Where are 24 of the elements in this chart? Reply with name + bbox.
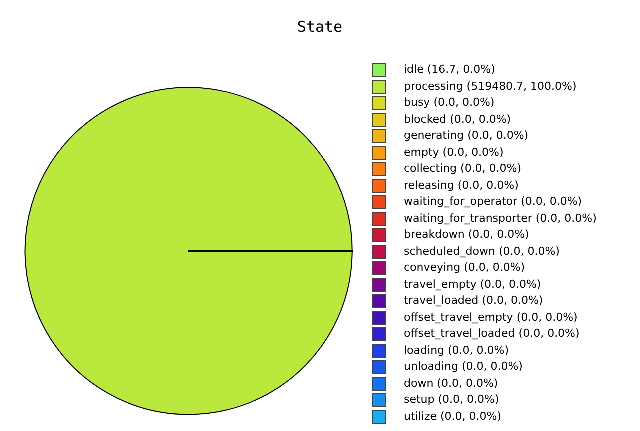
legend-label: breakdown (0.0, 0.0%) [404,227,530,243]
legend-label: scheduled_down (0.0, 0.0%) [404,244,560,260]
legend-label: loading (0.0, 0.0%) [404,342,510,358]
chart-title: State [297,18,343,36]
legend-label: travel_loaded (0.0, 0.0%) [404,293,544,309]
legend-label: travel_empty (0.0, 0.0%) [404,276,542,293]
legend-label: idle (16.7, 0.0%) [404,62,496,78]
legend-label: waiting_for_transporter (0.0, 0.0%) [404,210,597,227]
pie-slice [25,87,353,416]
legend-label: generating (0.0, 0.0%) [404,128,529,144]
legend-label: collecting (0.0, 0.0%) [404,161,522,177]
legend-label: down (0.0, 0.0%) [404,376,498,392]
legend-label: setup (0.0, 0.0%) [404,392,500,408]
legend-label: offset_travel_empty (0.0, 0.0%) [404,310,578,326]
legend-label: busy (0.0, 0.0%) [404,95,495,111]
legend-label: empty (0.0, 0.0%) [404,144,504,160]
legend-label: offset_travel_loaded (0.0, 0.0%) [404,326,580,342]
legend-label: waiting_for_operator (0.0, 0.0%) [404,194,582,210]
legend-label: releasing (0.0, 0.0%) [404,178,519,194]
legend-label: processing (519480.7, 100.0%) [404,78,577,94]
legend-label: conveying (0.0, 0.0%) [404,260,526,276]
legend-label: utilize (0.0, 0.0%) [404,408,502,424]
legend-label: unloading (0.0, 0.0%) [404,359,523,375]
legend-label: blocked (0.0, 0.0%) [404,112,512,128]
